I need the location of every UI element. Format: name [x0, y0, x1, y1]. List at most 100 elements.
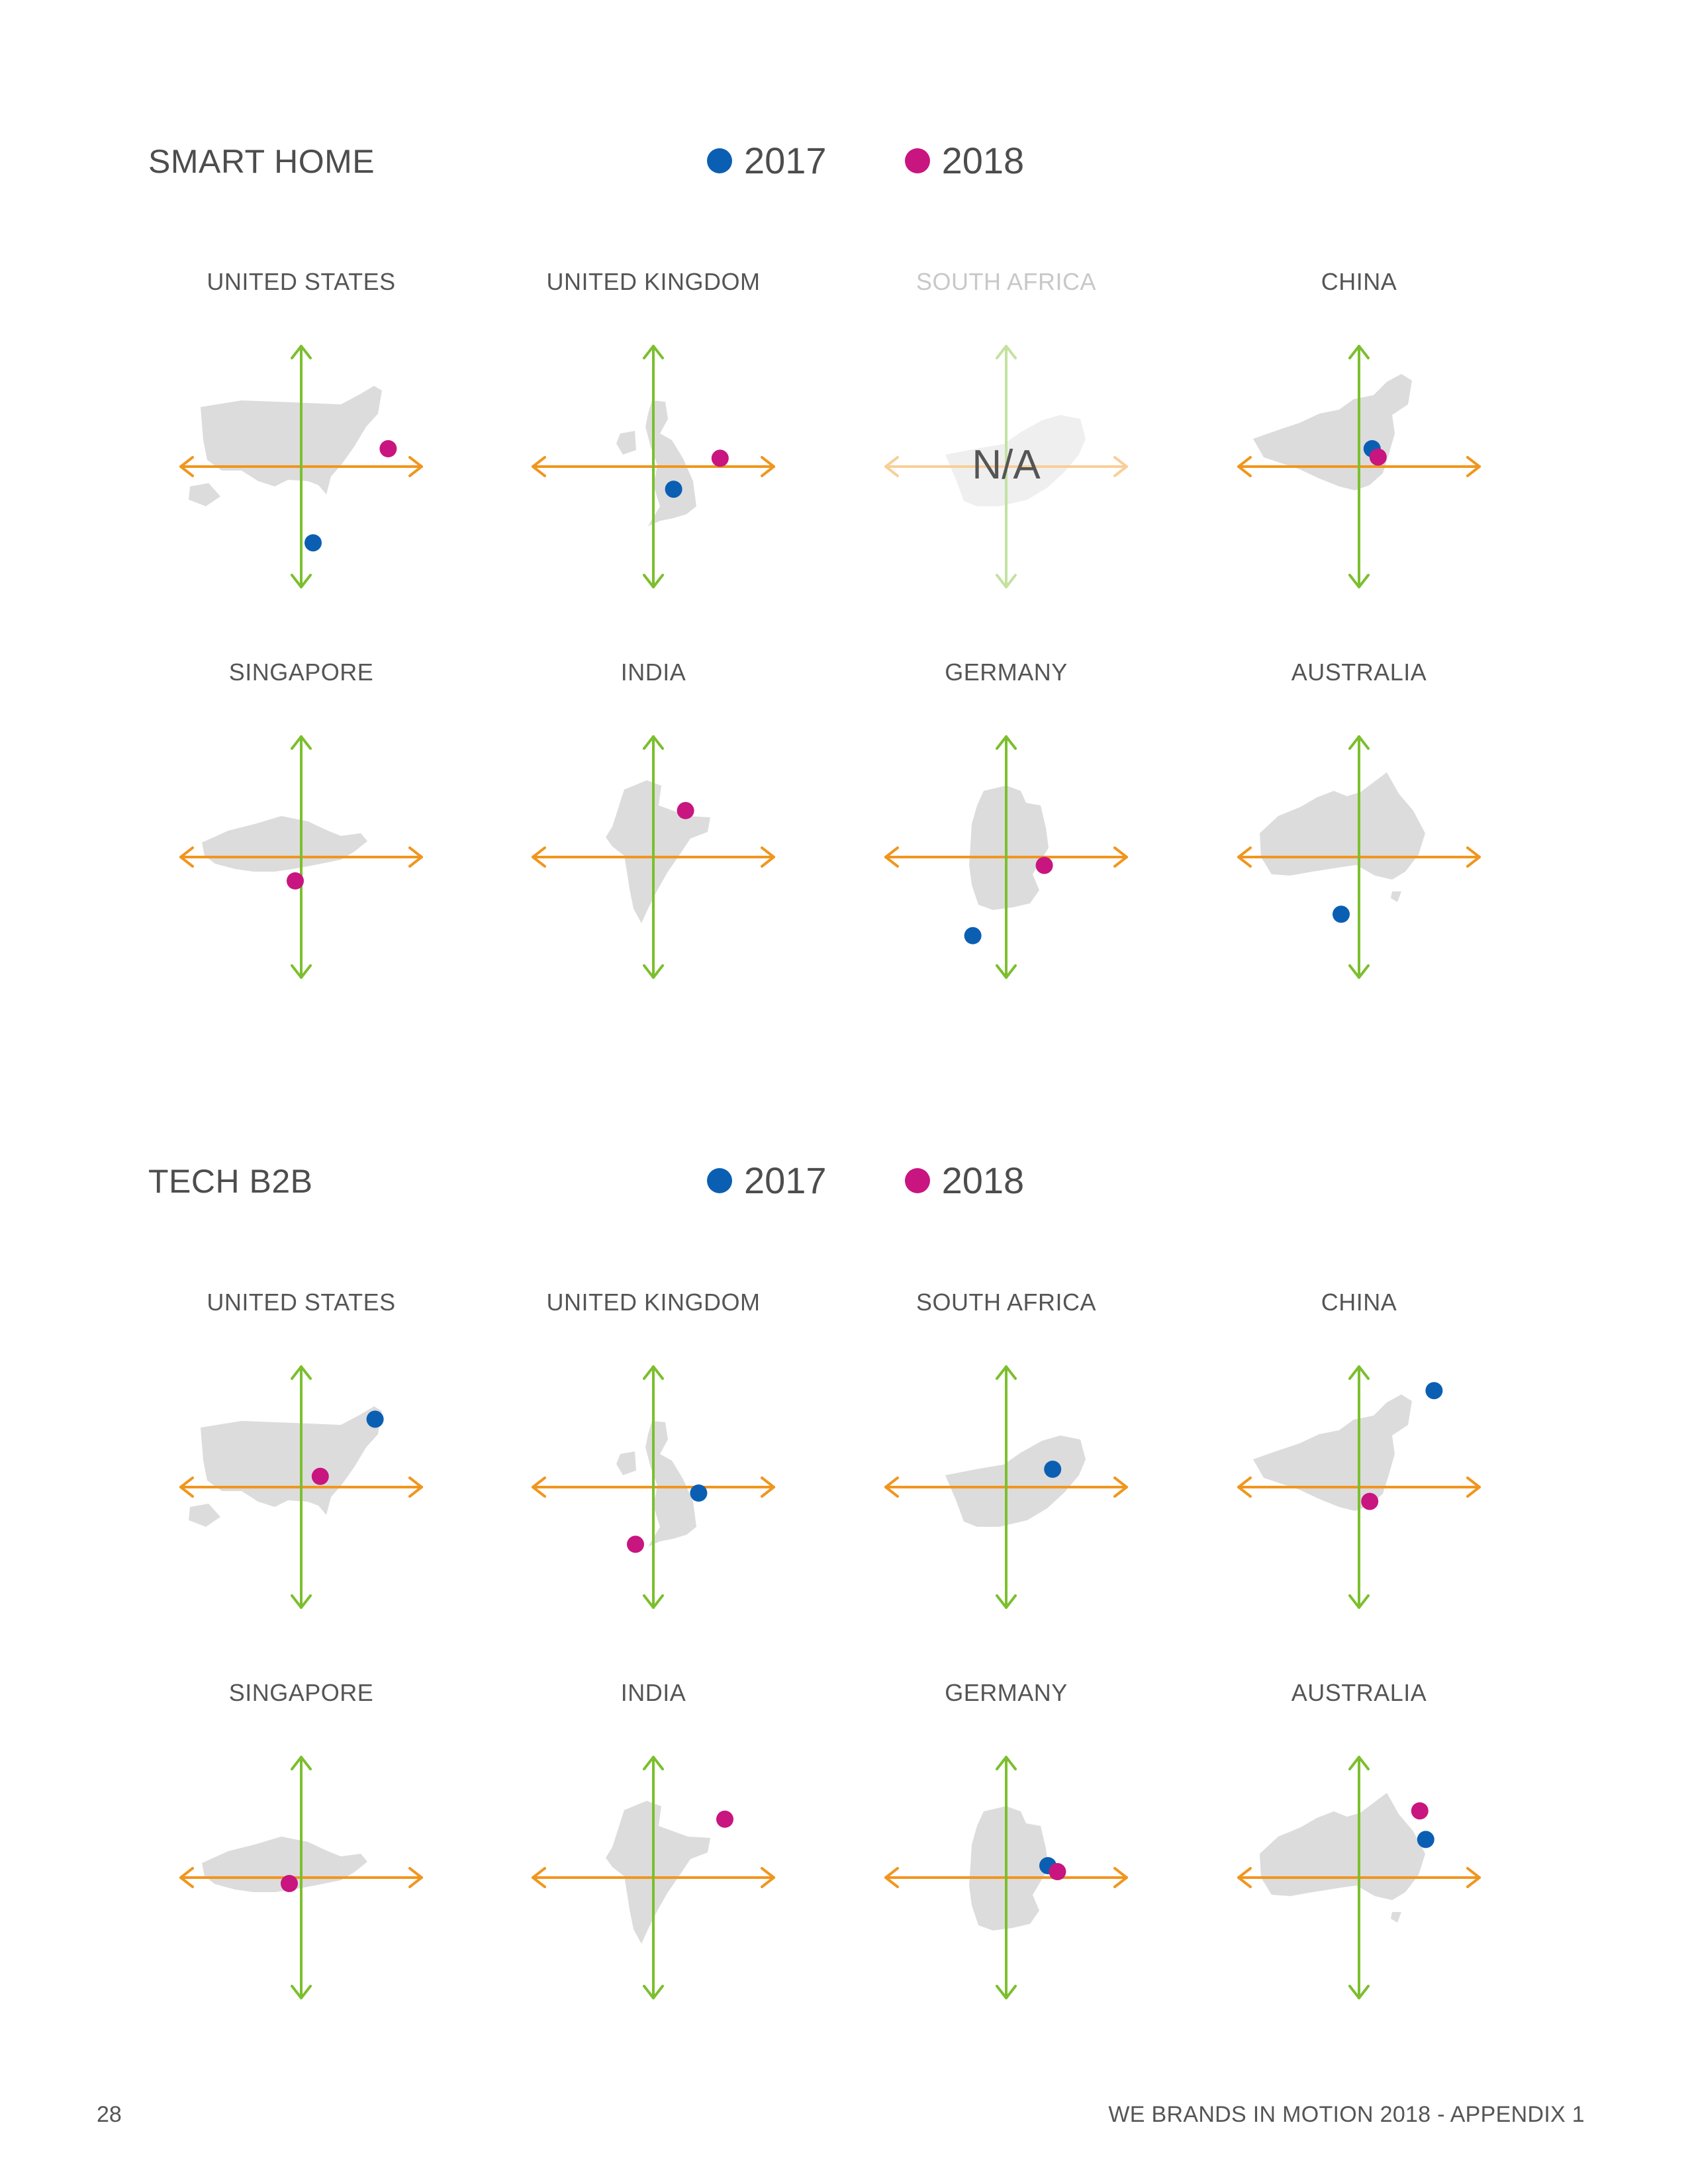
footer-title: WE BRANDS IN MOTION 2018 - APPENDIX 1 [1108, 2102, 1585, 2127]
panel-plot [532, 1365, 775, 1609]
panel-smart-home-china: CHINA [1200, 268, 1518, 599]
legend-label-2018: 2018 [941, 1160, 1025, 1201]
country-map-silhouette [1260, 772, 1425, 902]
country-map-silhouette [606, 1801, 710, 1944]
panel-title: GERMANY [945, 1679, 1068, 1706]
legend-dot-2018 [904, 148, 930, 173]
panel-tech-b2b-south-africa: SOUTH AFRICA [847, 1289, 1165, 1619]
vertical-axis [1348, 1365, 1370, 1609]
country-map-silhouette [945, 415, 1086, 506]
section-title-tech-b2b: TECH B2B [148, 1163, 313, 1200]
panel-tech-b2b-united-kingdom: UNITED KINGDOM [494, 1289, 812, 1619]
legend-smart-home: 2017 2018 [707, 139, 1102, 182]
panel-plot [532, 735, 775, 979]
panel-title: INDIA [620, 659, 686, 686]
panel-tech-b2b-singapore: SINGAPORE [142, 1679, 460, 2010]
legend-item-2018: 2018 [904, 139, 1025, 182]
point-2018 [1369, 448, 1387, 466]
legend-label-2018: 2018 [941, 140, 1025, 181]
panel-title: UNITED STATES [207, 268, 396, 295]
point-2018 [1411, 1802, 1429, 1820]
vertical-axis [996, 1365, 1017, 1609]
vertical-axis [1348, 345, 1370, 588]
point-2017 [305, 534, 322, 552]
vertical-axis [643, 345, 664, 588]
section-title-smart-home: SMART HOME [148, 143, 375, 180]
vertical-axis [996, 345, 1017, 588]
panel-plot [1237, 345, 1481, 588]
country-map-silhouette [1253, 374, 1412, 490]
panel-plot [179, 1365, 423, 1609]
country-map-silhouette [189, 1406, 382, 1527]
panel-smart-home-australia: AUSTRALIA [1200, 659, 1518, 989]
country-map-silhouette [202, 816, 367, 872]
country-map-silhouette [616, 400, 696, 526]
panel-plot [179, 1756, 423, 1999]
vertical-axis [291, 1756, 312, 1999]
point-2018 [1361, 1492, 1379, 1510]
panel-smart-home-germany: GERMANY [847, 659, 1165, 989]
point-2018 [379, 440, 397, 457]
panel-title: INDIA [620, 1679, 686, 1706]
country-map-silhouette [189, 386, 382, 506]
country-map-silhouette [1260, 1793, 1425, 1923]
panel-title: SINGAPORE [228, 1679, 374, 1706]
panel-plot [1237, 735, 1481, 979]
point-2017 [690, 1484, 708, 1502]
panel-title: SOUTH AFRICA [915, 1289, 1097, 1316]
legend-dot-2017 [707, 148, 732, 173]
panel-title: UNITED KINGDOM [546, 1289, 761, 1316]
panel-title: SINGAPORE [228, 659, 374, 686]
point-2017 [1425, 1382, 1443, 1400]
point-2018 [287, 872, 304, 889]
panel-plot [532, 345, 775, 588]
panel-smart-home-india: INDIA [494, 659, 812, 989]
point-2018 [1049, 1863, 1066, 1880]
point-2018 [1035, 856, 1053, 874]
country-map-silhouette [1253, 1394, 1412, 1511]
panel-plot [179, 735, 423, 979]
country-map-silhouette [606, 780, 710, 923]
panel-smart-home-united-states: UNITED STATES [142, 268, 460, 599]
point-2018 [311, 1467, 329, 1485]
point-2017 [366, 1410, 384, 1428]
vertical-axis [291, 345, 312, 588]
panel-plot [1237, 1756, 1481, 1999]
page-number: 28 [97, 2102, 122, 2127]
vertical-axis [1348, 1756, 1370, 1999]
vertical-axis [643, 1365, 664, 1609]
panel-plot [1237, 1365, 1481, 1609]
point-2017 [1044, 1461, 1062, 1478]
panel-plot: N/A [884, 345, 1128, 588]
vertical-axis [643, 735, 664, 979]
panel-title: AUSTRALIA [1291, 1679, 1427, 1706]
panel-title: UNITED STATES [207, 1289, 396, 1316]
legend-item-2017: 2017 [707, 1159, 827, 1202]
panel-title: SOUTH AFRICA [915, 268, 1097, 295]
point-2017 [1333, 905, 1350, 923]
legend-tech-b2b: 2017 2018 [707, 1159, 1102, 1202]
panel-tech-b2b-india: INDIA [494, 1679, 812, 2010]
legend-label-2017: 2017 [744, 140, 827, 181]
country-map-silhouette [945, 1435, 1086, 1527]
vertical-axis [291, 1365, 312, 1609]
point-2018 [281, 1875, 298, 1892]
panel-title: UNITED KINGDOM [546, 268, 761, 295]
point-2018 [677, 801, 694, 819]
country-map-silhouette [969, 1806, 1049, 1931]
legend-dot-2017 [707, 1167, 732, 1193]
panel-tech-b2b-germany: GERMANY [847, 1679, 1165, 2010]
vertical-axis [291, 735, 312, 979]
panel-plot [532, 1756, 775, 1999]
panel-title: CHINA [1321, 268, 1397, 295]
point-2018 [627, 1535, 644, 1553]
point-2017 [1417, 1831, 1434, 1848]
panel-plot [179, 345, 423, 588]
vertical-axis [643, 1756, 664, 1999]
panel-smart-home-south-africa: SOUTH AFRICA N/A [847, 268, 1165, 599]
vertical-axis [1348, 735, 1370, 979]
horizontal-axis [884, 456, 1128, 477]
panel-plot [884, 735, 1128, 979]
point-2017 [964, 927, 982, 944]
legend-item-2017: 2017 [707, 139, 827, 182]
